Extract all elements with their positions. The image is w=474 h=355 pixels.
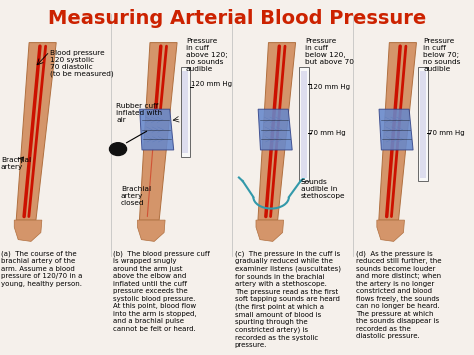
Circle shape (109, 143, 127, 155)
Text: (a)  The course of the
brachial artery of the
arm. Assume a blood
pressure of 12: (a) The course of the brachial artery of… (1, 250, 82, 287)
Text: Pressure
in cuff
below 120,
but above 70: Pressure in cuff below 120, but above 70 (305, 38, 354, 65)
Text: (c)  The pressure in the cuff is
gradually reduced while the
examiner listens (a: (c) The pressure in the cuff is graduall… (235, 250, 341, 348)
Polygon shape (379, 109, 413, 150)
Text: Measuring Arterial Blood Pressure: Measuring Arterial Blood Pressure (48, 9, 426, 28)
Polygon shape (14, 220, 42, 241)
Text: (b)  The blood pressure cuff
is wrapped snugly
around the arm just
above the elb: (b) The blood pressure cuff is wrapped s… (113, 250, 210, 332)
Polygon shape (256, 220, 283, 241)
Text: 120 mm Hg: 120 mm Hg (309, 84, 350, 89)
FancyBboxPatch shape (181, 67, 190, 157)
Text: Brachial
artery: Brachial artery (1, 157, 31, 170)
Text: 70 mm Hg: 70 mm Hg (428, 131, 465, 136)
Text: Rubber cuff
inflated with
air: Rubber cuff inflated with air (116, 103, 162, 123)
FancyBboxPatch shape (418, 67, 428, 181)
Polygon shape (137, 220, 165, 241)
Text: (d)  As the pressure is
reduced still further, the
sounds become louder
and more: (d) As the pressure is reduced still fur… (356, 250, 442, 339)
Polygon shape (377, 220, 404, 241)
Polygon shape (258, 43, 296, 220)
Text: Blood pressure
120 systolic
70 diastolic
(to be measured): Blood pressure 120 systolic 70 diastolic… (50, 50, 113, 77)
Text: Brachial
artery
closed: Brachial artery closed (121, 186, 151, 206)
Polygon shape (258, 109, 292, 150)
FancyBboxPatch shape (299, 67, 309, 181)
FancyBboxPatch shape (420, 71, 426, 178)
Polygon shape (16, 43, 56, 220)
Text: Sounds
audible in
stethoscope: Sounds audible in stethoscope (301, 179, 346, 199)
FancyBboxPatch shape (301, 71, 307, 178)
Text: 70 mm Hg: 70 mm Hg (309, 131, 346, 136)
Polygon shape (379, 43, 417, 220)
Polygon shape (140, 109, 173, 150)
Polygon shape (139, 43, 177, 220)
Text: Pressure
in cuff
below 70;
no sounds
audible: Pressure in cuff below 70; no sounds aud… (423, 38, 461, 72)
Text: 120 mm Hg: 120 mm Hg (191, 82, 231, 87)
Text: Pressure
in cuff
above 120;
no sounds
audible: Pressure in cuff above 120; no sounds au… (186, 38, 228, 72)
FancyBboxPatch shape (182, 71, 188, 153)
